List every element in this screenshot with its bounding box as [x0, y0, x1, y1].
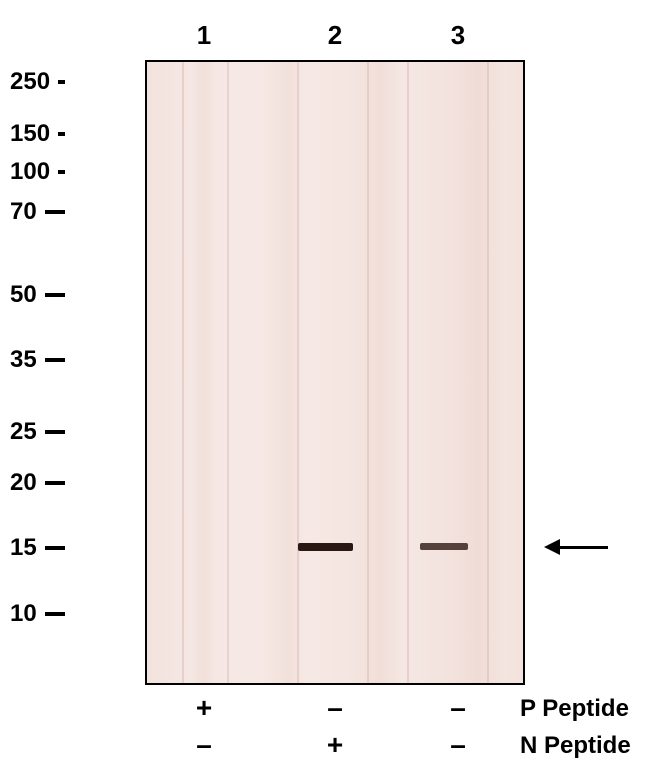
blot-background: [147, 62, 523, 683]
mw-100: 100: [10, 158, 65, 186]
blot-membrane: [145, 60, 525, 685]
n-peptide-lane3: –: [443, 729, 473, 761]
mw-35: 35: [10, 346, 65, 374]
lane-streak: [297, 62, 299, 683]
lane-streak: [182, 62, 184, 683]
mw-25: 25: [10, 418, 65, 446]
mw-150: 150: [10, 120, 65, 148]
p-peptide-lane2: –: [320, 692, 350, 724]
arrow-shaft: [560, 546, 608, 549]
lane-streak: [227, 62, 229, 683]
p-peptide-lane3: –: [443, 692, 473, 724]
n-peptide-lane2: +: [320, 729, 350, 761]
lane-label-2: 2: [315, 20, 355, 51]
mw-10: 10: [10, 600, 65, 628]
arrow-head-icon: [544, 539, 560, 555]
lane-label-3: 3: [438, 20, 478, 51]
lane-streak: [367, 62, 369, 683]
mw-50: 50: [10, 281, 65, 309]
n-peptide-lane1: –: [189, 729, 219, 761]
blot-figure: 1 2 3 250 150 100 70 50 35 25 20 15 10 +…: [0, 0, 650, 784]
lane-streak: [407, 62, 409, 683]
p-peptide-lane1: +: [189, 692, 219, 724]
p-peptide-label: P Peptide: [520, 695, 629, 723]
lane-streak: [487, 62, 489, 683]
mw-20: 20: [10, 469, 65, 497]
lane-label-1: 1: [184, 20, 224, 51]
n-peptide-label: N Peptide: [520, 732, 631, 760]
band-lane2: [298, 543, 353, 551]
band-lane3: [420, 543, 468, 550]
mw-70: 70: [10, 198, 65, 226]
mw-250: 250: [10, 68, 65, 96]
mw-15: 15: [10, 534, 65, 562]
